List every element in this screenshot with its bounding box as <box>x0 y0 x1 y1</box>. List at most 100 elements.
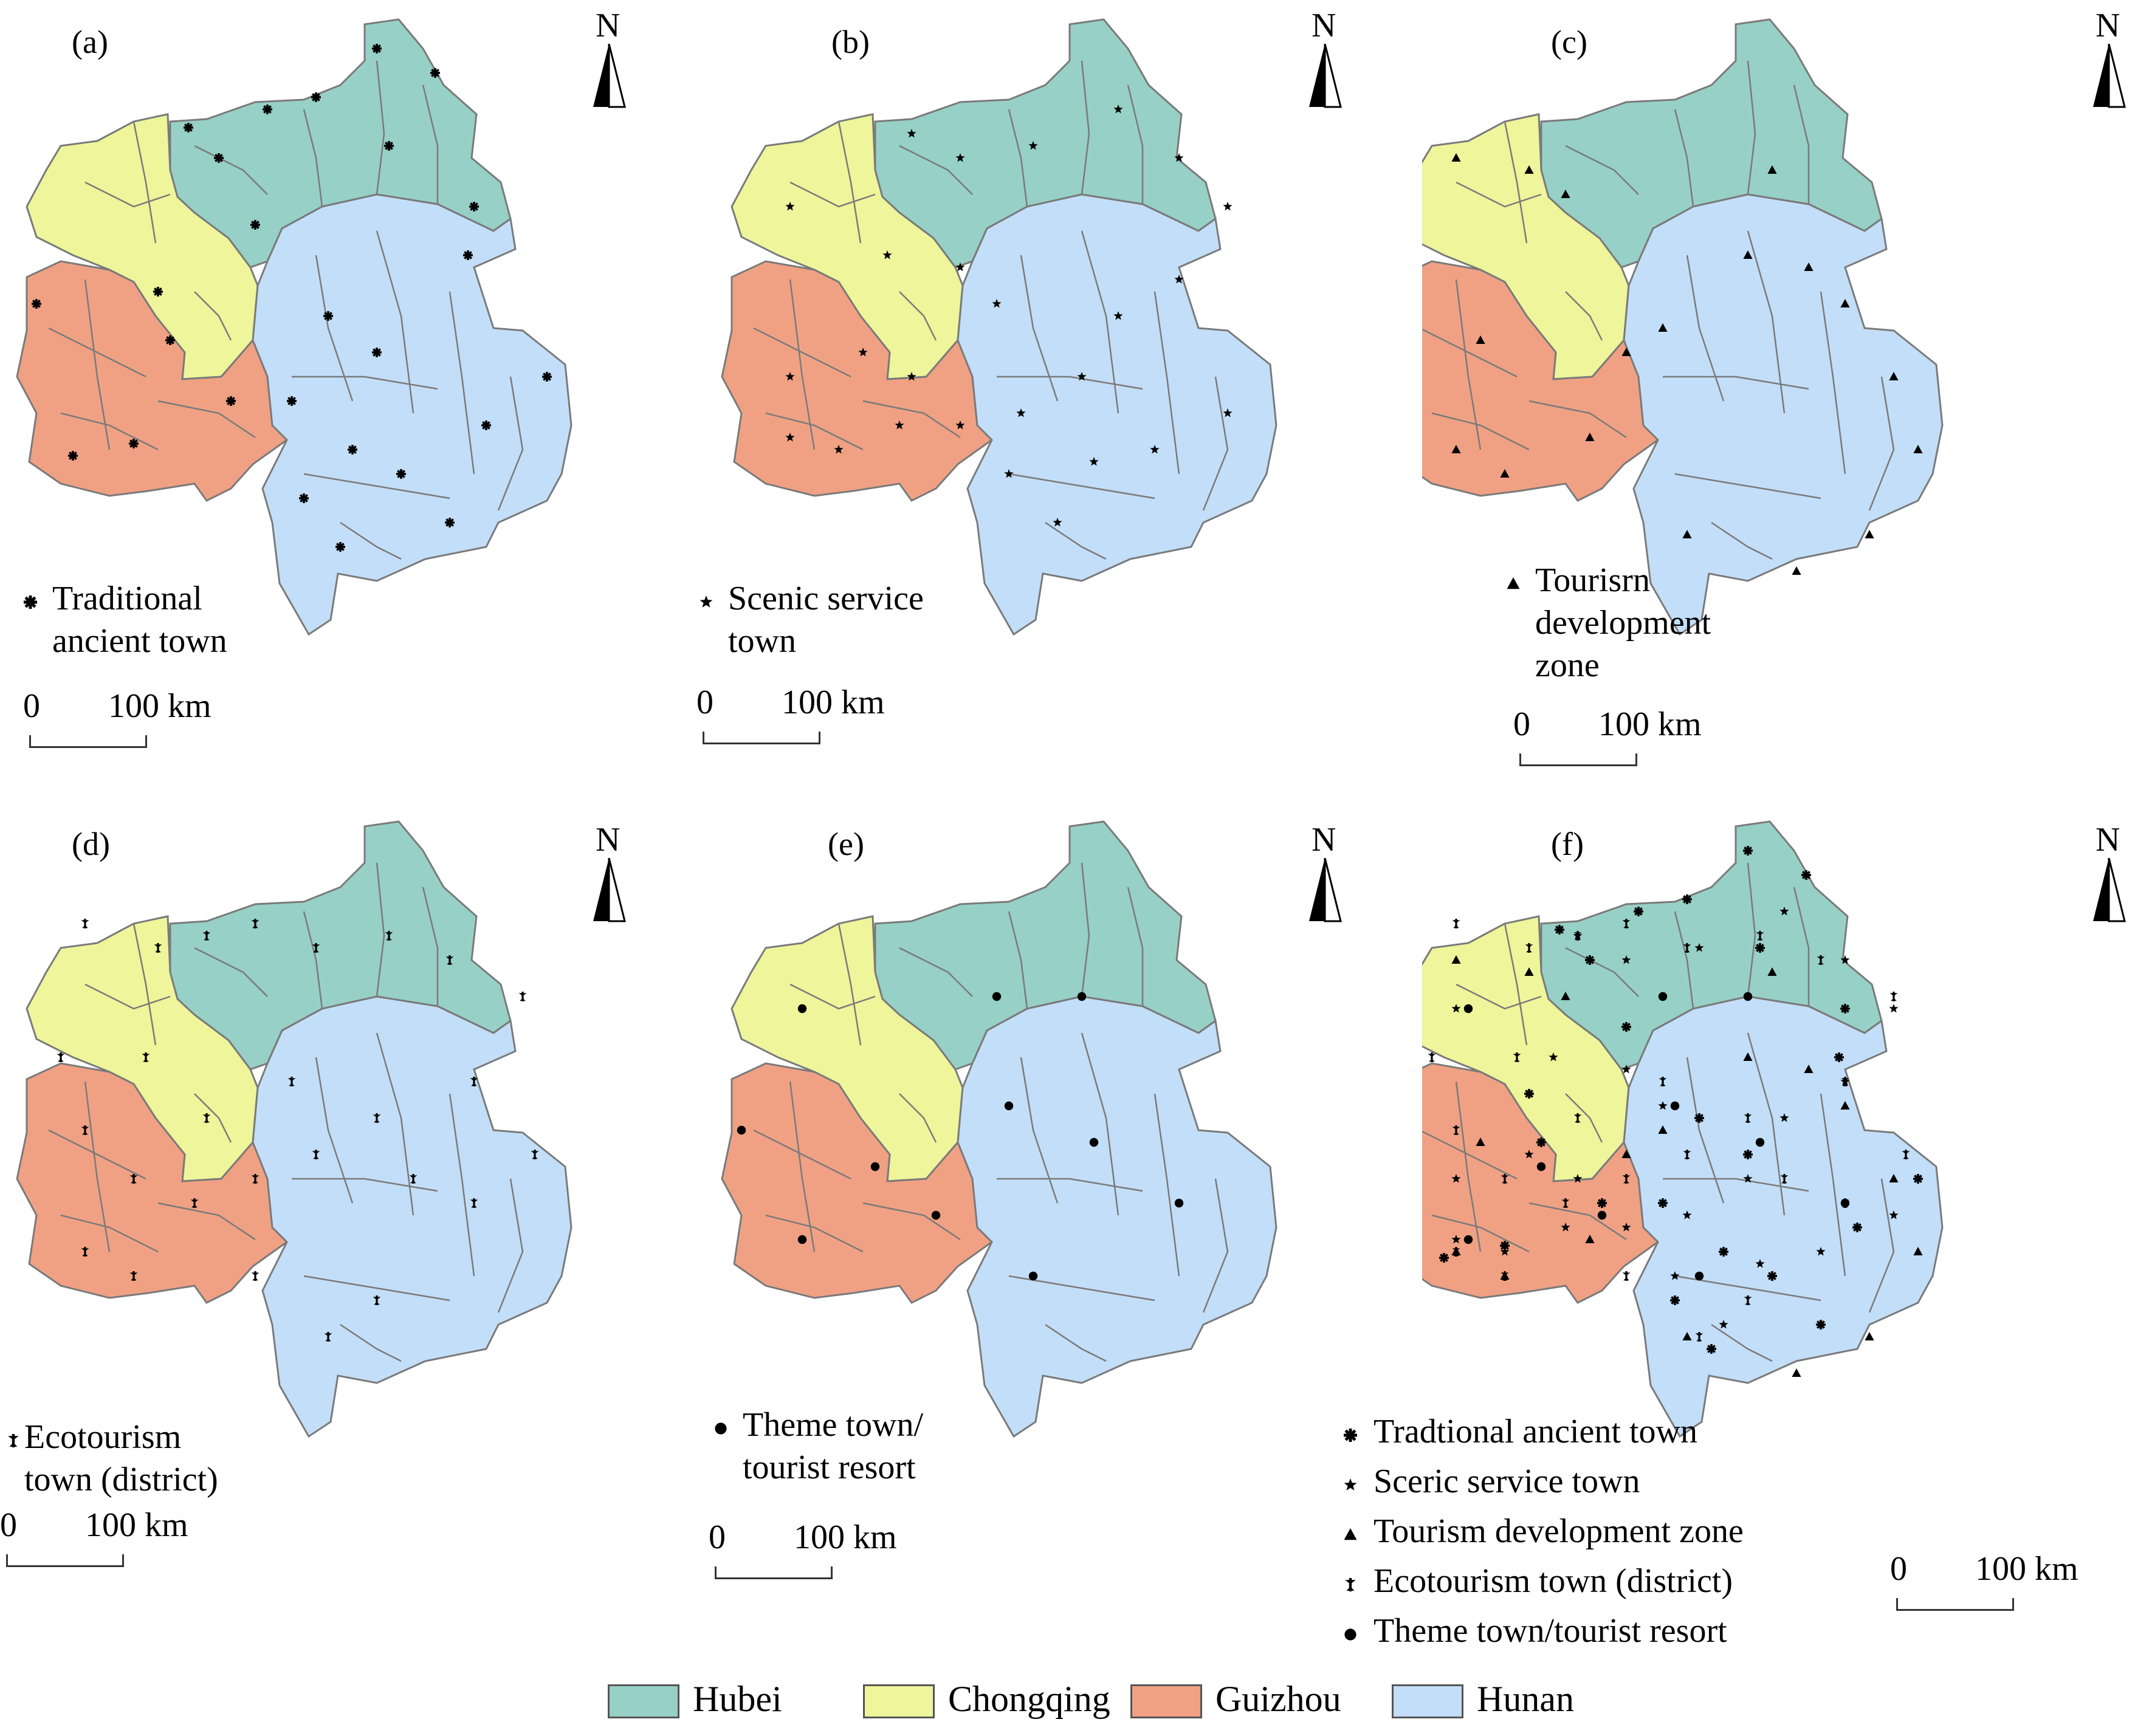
dot-marker <box>737 1125 746 1135</box>
county-boundary <box>48 327 146 378</box>
legend-row-tourism: Tourism development zone <box>1337 1509 1884 1559</box>
asterisk-marker <box>1755 943 1765 953</box>
star-marker <box>1077 372 1087 381</box>
county-boundary <box>376 60 385 195</box>
star-marker <box>1113 311 1123 320</box>
star-marker <box>1004 469 1014 478</box>
county-boundary <box>837 121 862 244</box>
triangle-marker <box>1585 433 1595 441</box>
county-boundary <box>60 412 159 451</box>
county-boundary <box>84 983 171 1010</box>
star-marker <box>785 372 795 381</box>
dot-marker <box>1028 1271 1038 1281</box>
eco-marker <box>470 1077 478 1086</box>
star-marker <box>785 202 795 211</box>
county-boundary <box>1674 911 1694 1009</box>
eco-marker <box>81 919 89 928</box>
star-marker <box>1174 275 1184 284</box>
eco-marker <box>202 931 211 941</box>
eco-marker <box>373 1295 381 1305</box>
asterisk-marker <box>1840 1004 1850 1014</box>
eco-marker <box>190 1198 199 1208</box>
county-boundary <box>1504 121 1528 244</box>
eco-marker <box>1428 1052 1436 1062</box>
asterisk-marker <box>430 68 440 78</box>
asterisk-marker <box>214 153 224 163</box>
scale-bar-d: 0 100 km <box>0 1506 188 1573</box>
asterisk-marker <box>1801 870 1811 880</box>
county-boundary <box>497 1178 524 1313</box>
county-boundary <box>1565 947 1639 997</box>
triangle-marker <box>1507 577 1520 589</box>
county-boundary <box>303 911 323 1009</box>
county-boundary <box>303 1275 450 1302</box>
dot-marker <box>715 1422 727 1435</box>
star-marker <box>1524 1150 1534 1159</box>
asterisk-marker <box>1767 1271 1777 1281</box>
star-marker <box>1451 1004 1461 1013</box>
eco-marker <box>1573 1113 1582 1123</box>
north-arrow-e: N <box>1307 820 1343 936</box>
asterisk-marker <box>1719 1247 1728 1257</box>
asterisk-marker <box>24 595 37 609</box>
swatch-guizhou <box>1130 1684 1202 1718</box>
panel-label-d: (d) <box>72 826 110 862</box>
dot-marker <box>1463 1004 1473 1014</box>
eco-marker <box>1501 1271 1509 1281</box>
triangle-marker <box>1451 445 1461 453</box>
county-boundary <box>1455 279 1482 450</box>
triangle-marker <box>1913 445 1923 453</box>
dot-marker <box>1463 1235 1473 1244</box>
asterisk-marker <box>384 141 394 151</box>
dot-icon <box>707 1410 734 1452</box>
county-boundary <box>1663 376 1809 390</box>
county-boundary <box>292 1178 438 1192</box>
eco-marker <box>409 1174 418 1184</box>
star-marker <box>1779 1113 1789 1122</box>
county-boundary <box>1820 291 1846 475</box>
triangle-marker <box>1621 348 1631 356</box>
dot-marker <box>1004 1101 1014 1111</box>
region-hunan <box>252 995 572 1438</box>
region-guizhou <box>721 1062 994 1304</box>
asterisk-marker <box>1555 925 1564 935</box>
star-marker <box>955 153 965 162</box>
legend-row-scenic: Sceric service town <box>1337 1460 1884 1509</box>
county-boundary <box>753 1129 851 1180</box>
region-guizhou <box>16 1062 289 1304</box>
map-c <box>1422 18 1944 636</box>
scale-bar-b: 0 100 km <box>696 683 885 750</box>
eco-marker <box>1780 1174 1789 1184</box>
north-arrow-f: N <box>2091 820 2127 936</box>
asterisk-marker <box>1670 1295 1680 1305</box>
county-boundary <box>303 109 323 207</box>
asterisk-marker <box>1524 1089 1534 1099</box>
eco-marker <box>1659 1077 1667 1086</box>
county-boundary <box>753 327 851 378</box>
county-boundary <box>1528 400 1627 439</box>
region-guizhou <box>1422 260 1660 502</box>
county-boundary <box>84 1081 111 1252</box>
star-marker <box>907 129 916 138</box>
eco-marker <box>1695 1332 1704 1342</box>
star-marker <box>1500 1247 1510 1256</box>
combined-symbol-legend: Tradtional ancient town Sceric service t… <box>1337 1410 1884 1659</box>
map-panel-b: (b) N Scenic service town 0 100 km <box>693 0 1404 778</box>
map-panel-e: (e) N Theme town/tourist resort 0 100 km <box>693 808 1404 1586</box>
map-panel-c: (c) N Tourisrn development zone 0 100 km <box>1422 0 2134 778</box>
north-arrow-d: N <box>591 820 627 936</box>
county-boundary <box>1045 521 1107 560</box>
star-marker <box>1779 907 1789 916</box>
asterisk-marker <box>1707 1344 1716 1354</box>
county-boundary <box>1793 887 1810 1006</box>
asterisk-marker <box>335 542 345 552</box>
county-boundary <box>1793 84 1810 204</box>
asterisk-marker <box>1852 1223 1862 1232</box>
county-boundary <box>862 1202 961 1241</box>
scale-bar-a: 0 100 km <box>23 687 211 753</box>
county-boundary <box>449 1093 475 1277</box>
county-boundary <box>422 887 439 1006</box>
north-arrow-c: N <box>2091 6 2127 122</box>
scale-bar-f: 0 100 km <box>1890 1549 2078 1616</box>
star-marker <box>1174 153 1184 162</box>
